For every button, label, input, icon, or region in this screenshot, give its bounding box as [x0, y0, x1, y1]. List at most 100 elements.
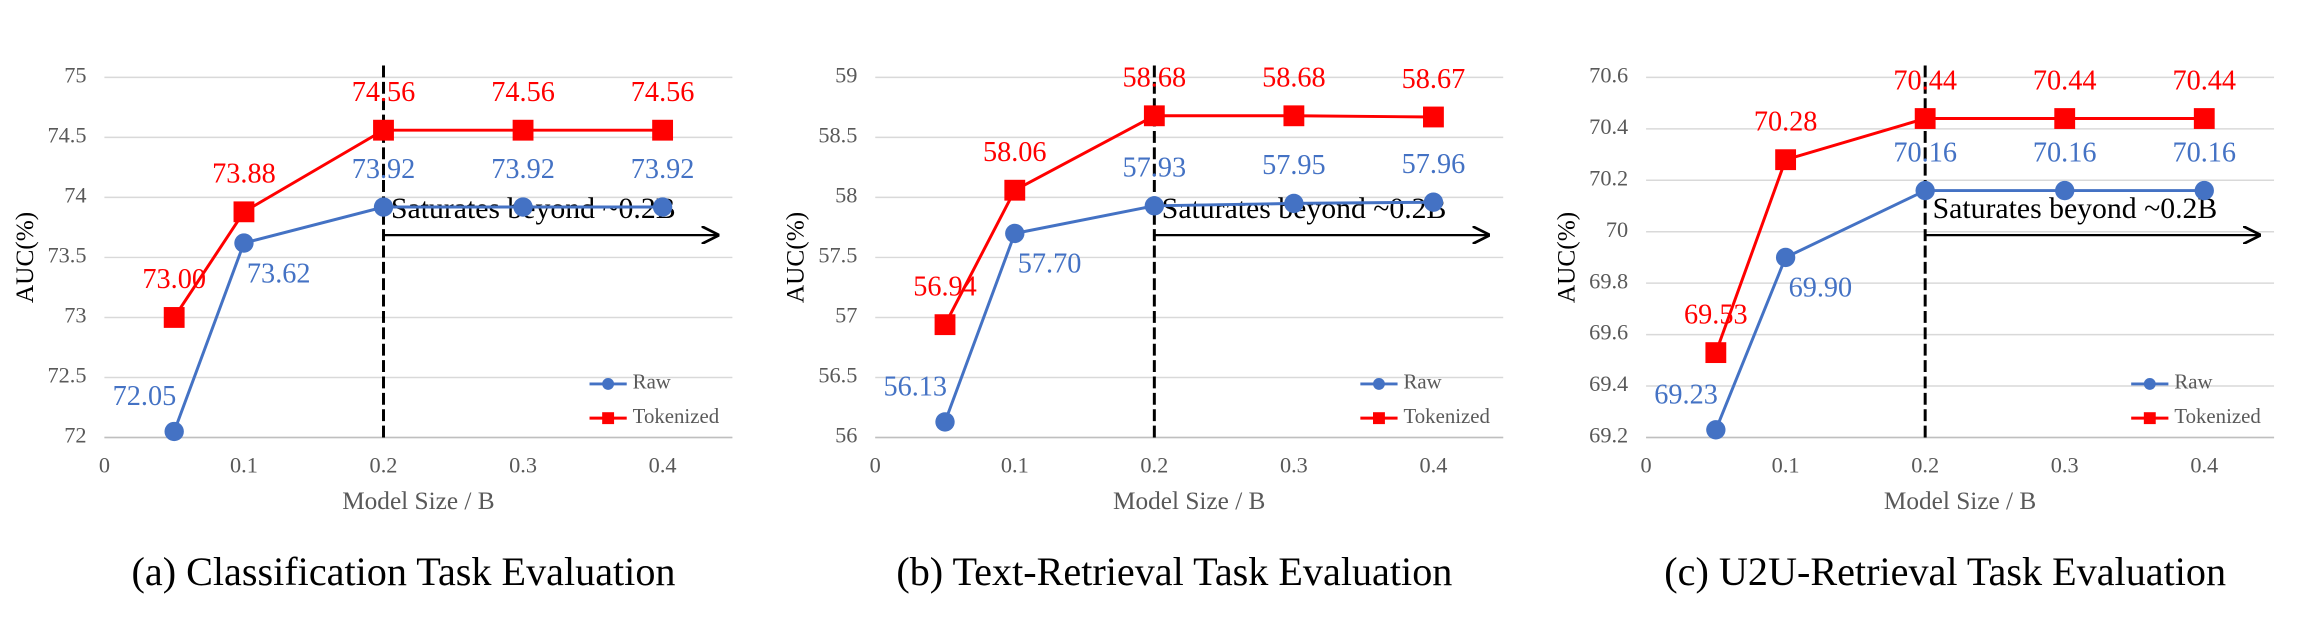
chart-panel: 56 56.5 57 57.5 58 58.5 59 0 0.1 0.2 0.3 0.4 Model S… [782, 63, 1504, 594]
x-axis-label: Model Size / B [342, 487, 494, 515]
value-label: 73.88 [212, 159, 276, 190]
marker [1144, 196, 1165, 216]
value-label: 58.67 [1402, 64, 1466, 95]
y-tick-label: 69.8 [1589, 268, 1628, 293]
marker [2054, 108, 2076, 129]
legend-label: Tokenized [2174, 404, 2261, 428]
legend-label: Raw [2174, 370, 2212, 394]
y-tick-label: 72.5 [48, 363, 87, 388]
value-label: 72.05 [113, 381, 177, 412]
value-label: 70.16 [2033, 137, 2097, 168]
value-label: 70.44 [1893, 65, 1957, 96]
legend-marker [2143, 377, 2156, 390]
y-tick-label: 72 [64, 423, 86, 448]
x-tick-label: 0.4 [2190, 452, 2218, 477]
value-label: 69.23 [1654, 380, 1718, 411]
x-tick-label: 0.4 [649, 452, 677, 477]
y-tick-label: 58.5 [818, 123, 857, 148]
y-axis-label: AUC(%) [11, 212, 39, 303]
y-tick-label: 69.6 [1589, 320, 1628, 345]
value-label: 57.93 [1123, 153, 1187, 184]
marker [1706, 420, 1726, 440]
x-tick-label: 0.1 [230, 452, 258, 477]
value-label: 70.44 [2033, 65, 2097, 96]
marker [233, 201, 255, 223]
marker [2194, 180, 2214, 201]
x-tick-label: 0.4 [1419, 452, 1447, 477]
value-label: 70.16 [1893, 137, 1957, 168]
chart-caption: (c) U2U-Retrieval Task Evaluation [1664, 549, 2226, 594]
x-tick-label: 0 [99, 452, 110, 477]
marker [1283, 105, 1305, 127]
value-label: 70.16 [2172, 137, 2236, 168]
legend-marker [2143, 412, 2156, 425]
y-tick-label: 57.5 [818, 243, 857, 268]
x-tick-label: 0.1 [1001, 452, 1029, 477]
value-label: 57.70 [1018, 249, 1082, 280]
annotation: Saturates beyond ~0.2B [1162, 192, 1447, 225]
marker [1914, 108, 1936, 129]
marker [1005, 223, 1025, 244]
y-tick-label: 73 [64, 303, 86, 328]
chart-caption: (a) Classification Task Evaluation [132, 549, 676, 594]
x-tick-label: 0.3 [2051, 452, 2079, 477]
legend-label: Tokenized [1404, 404, 1491, 428]
marker [934, 314, 956, 336]
value-label: 73.92 [491, 154, 555, 185]
y-tick-label: 57 [835, 303, 857, 328]
y-tick-label: 70 [1606, 217, 1628, 242]
annotation: Saturates beyond ~0.2B [391, 192, 676, 225]
value-label: 58.06 [983, 137, 1047, 168]
x-tick-label: 0.3 [1280, 452, 1308, 477]
marker [512, 119, 534, 141]
value-label: 58.68 [1123, 63, 1187, 94]
legend-marker [602, 412, 615, 425]
annotation: Saturates beyond ~0.2B [1933, 192, 2218, 225]
legend-label: Raw [633, 370, 671, 394]
value-label: 58.68 [1262, 63, 1326, 94]
y-axis-label: AUC(%) [782, 212, 810, 303]
value-label: 57.95 [1262, 150, 1326, 181]
chart-panel: 69.2 69.4 69.6 69.8 70 70.2 70.4 70.6 0 0.1 0.2 0.3… [1552, 63, 2275, 594]
y-tick-label: 70.6 [1589, 63, 1628, 88]
marker [652, 197, 673, 217]
y-tick-label: 70.4 [1589, 114, 1628, 139]
legend-label: Raw [1404, 370, 1442, 394]
value-label: 73.92 [631, 154, 695, 185]
marker [163, 307, 185, 328]
y-tick-label: 75 [64, 63, 86, 88]
y-tick-label: 69.2 [1589, 423, 1628, 448]
x-tick-label: 0.1 [1772, 452, 1800, 477]
value-label: 70.28 [1754, 106, 1818, 137]
value-label: 73.00 [142, 264, 206, 295]
value-label: 69.53 [1684, 299, 1748, 330]
value-label: 69.90 [1789, 273, 1853, 304]
marker [373, 197, 394, 217]
y-tick-label: 74.5 [48, 123, 87, 148]
x-tick-label: 0.3 [509, 452, 537, 477]
marker [935, 412, 955, 432]
marker [1423, 192, 1444, 212]
value-label: 56.13 [883, 372, 947, 403]
marker [234, 233, 254, 253]
value-label: 74.56 [491, 77, 555, 108]
x-tick-label: 0.2 [1140, 452, 1168, 477]
x-tick-label: 0.2 [1911, 452, 1939, 477]
marker [1143, 105, 1165, 127]
y-tick-label: 59 [835, 63, 857, 88]
value-label: 70.44 [2172, 65, 2236, 96]
marker [1915, 180, 1935, 201]
legend-marker [1373, 412, 1385, 425]
chart-caption: (b) Text-Retrieval Task Evaluation [896, 549, 1452, 594]
y-tick-label: 70.2 [1589, 165, 1628, 190]
marker [164, 421, 184, 442]
marker [373, 119, 394, 141]
legend-marker [1373, 377, 1385, 390]
marker [513, 197, 533, 217]
marker [1775, 149, 1797, 171]
marker [1705, 342, 1727, 364]
x-tick-label: 0 [1640, 452, 1651, 477]
value-label: 57.96 [1402, 149, 1466, 180]
y-tick-label: 74 [64, 183, 86, 208]
